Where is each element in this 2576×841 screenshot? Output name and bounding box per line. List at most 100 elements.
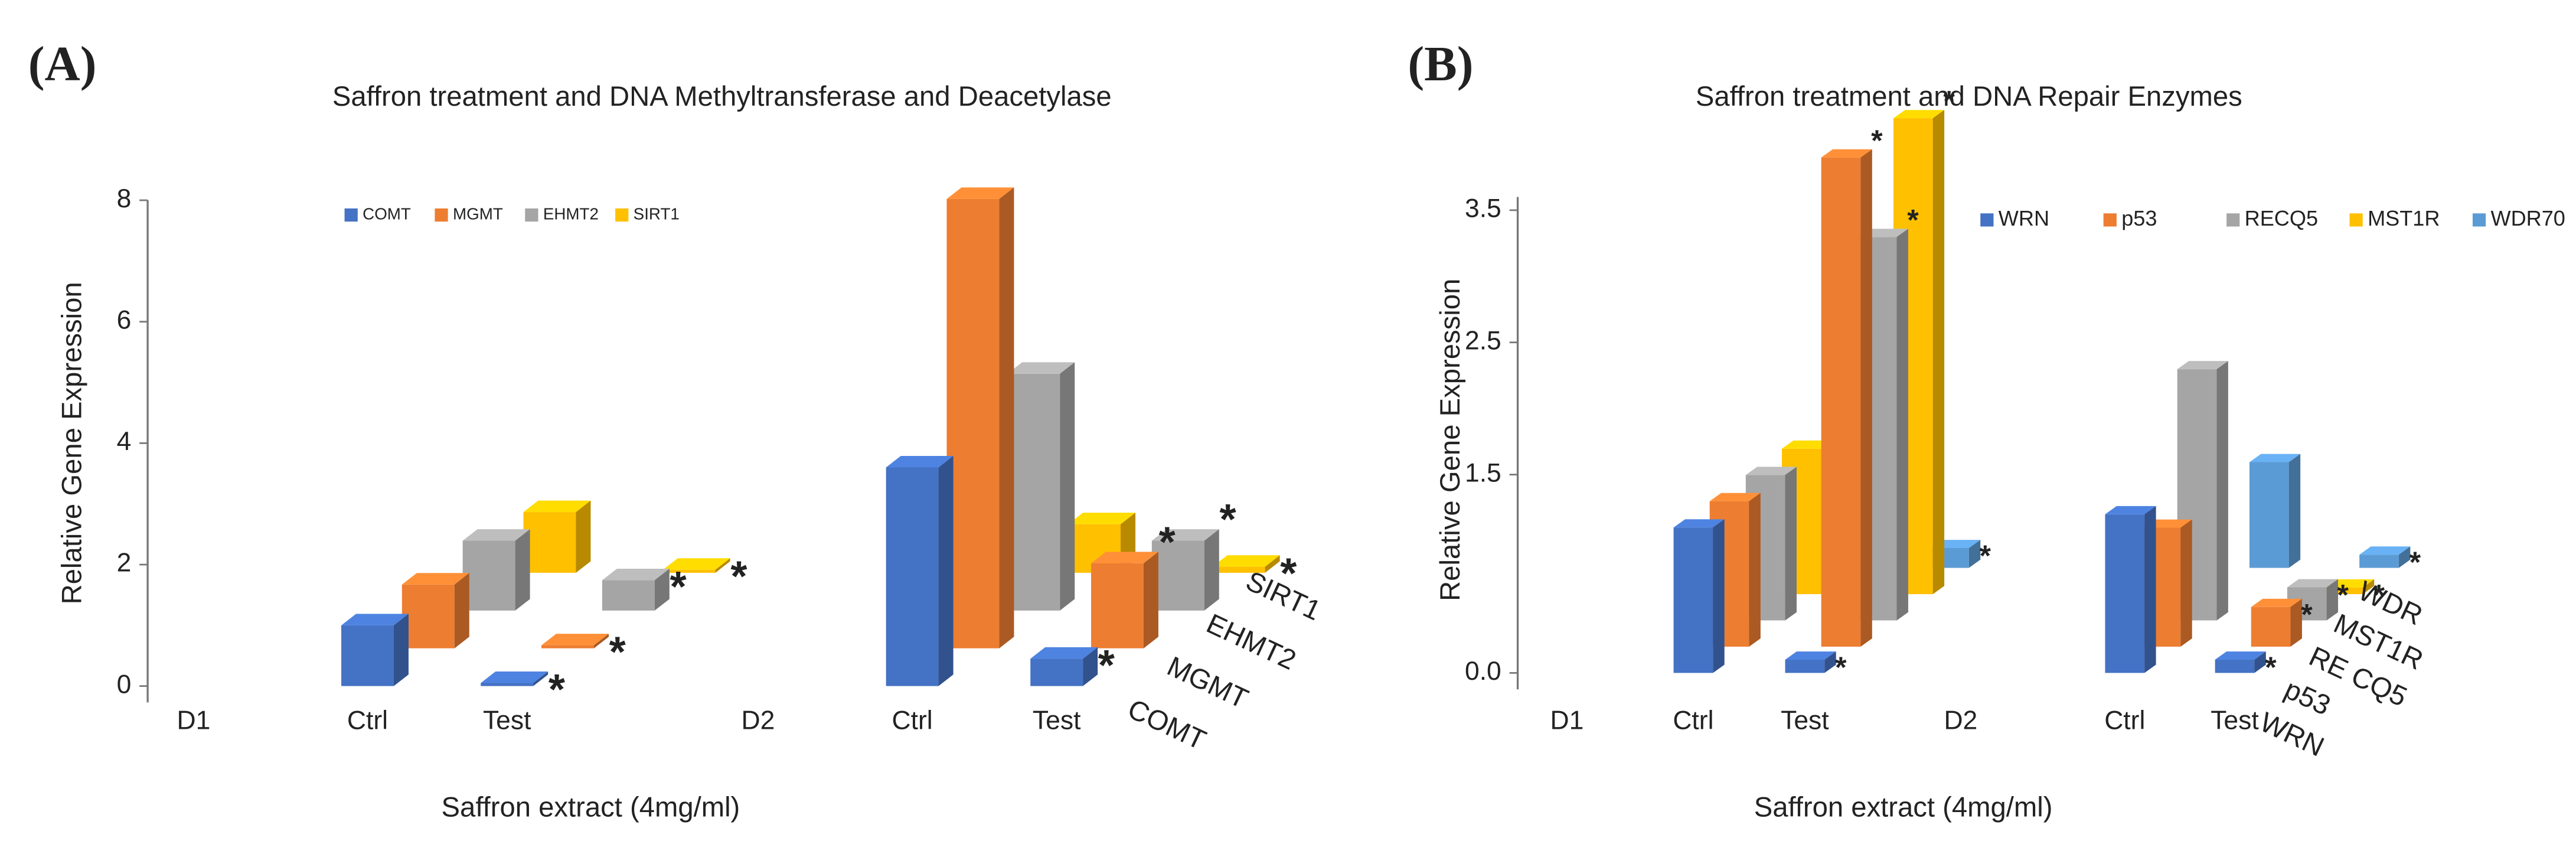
legend-label: EHMT2: [543, 204, 599, 223]
y-tick-label: 1.5: [1465, 458, 1501, 487]
legend-label: COMT: [363, 204, 411, 223]
x-tick-label: Ctrl: [347, 706, 388, 735]
y-tick-label: 2: [117, 549, 132, 578]
bar-top: [541, 634, 609, 646]
bar-front: [2105, 514, 2145, 673]
bar-front: [602, 580, 655, 611]
legend-label: p53: [2121, 206, 2157, 230]
bar: [662, 558, 730, 573]
bar-top: [2287, 579, 2339, 588]
bar: [1785, 651, 1836, 673]
legend-label: MST1R: [2368, 206, 2440, 230]
bar-top: [1785, 651, 1836, 660]
legend-swatch: [2103, 213, 2117, 227]
bar-top: [2251, 598, 2302, 607]
bar-top: [1781, 440, 1833, 449]
bar-front: [481, 683, 534, 686]
y-axis-label: Relative Gene Expression: [1435, 279, 1466, 601]
bar-side: [999, 187, 1014, 648]
bar-top: [523, 500, 591, 513]
bar-top: [886, 456, 954, 468]
bar-side: [1060, 362, 1075, 611]
bar-top: [946, 187, 1014, 199]
bar-front: [2251, 607, 2291, 647]
bar-front: [341, 625, 394, 686]
x-tick-label: Ctrl: [1673, 706, 1713, 735]
bar-side: [1785, 467, 1797, 621]
significance-star: *: [670, 563, 687, 611]
bar: [1673, 519, 1725, 673]
significance-star: *: [1098, 642, 1115, 689]
bar-front: [1091, 563, 1144, 648]
bar-side: [1265, 555, 1280, 573]
bar-top: [2105, 506, 2156, 514]
bar-front: [1212, 566, 1265, 573]
chart-title: Saffron treatment and DNA Repair Enzymes: [1696, 81, 2242, 112]
significance-star: *: [548, 666, 566, 713]
significance-star: *: [1280, 550, 1297, 597]
legend-swatch: [2226, 213, 2240, 227]
x-tick-label: Test: [483, 706, 531, 735]
bar-front: [946, 198, 1000, 648]
bar-top: [1673, 519, 1725, 528]
bar: [886, 456, 954, 686]
bar: [462, 529, 530, 611]
significance-star: *: [2373, 579, 2385, 612]
significance-star: *: [1835, 651, 1847, 684]
legend-swatch: [435, 208, 448, 222]
significance-star: *: [1907, 203, 1919, 236]
bar-front: [462, 540, 515, 611]
bar-top: [341, 614, 409, 625]
y-tick-label: 0: [117, 670, 132, 699]
bar-side: [2216, 361, 2228, 621]
significance-star: *: [1943, 84, 1955, 118]
bar: [946, 187, 1014, 648]
bar-top: [2177, 361, 2228, 370]
y-tick-label: 2.5: [1465, 327, 1501, 356]
x-axis-label: Saffron extract (4mg/ml): [1754, 792, 2053, 823]
bar: [1151, 529, 1219, 611]
y-tick-label: 3.5: [1465, 194, 1501, 223]
x-axis-label: Saffron extract (4mg/ml): [442, 792, 740, 823]
bar-side: [1968, 540, 1981, 568]
x-tick-label: Test: [1781, 706, 1829, 735]
bar-side: [654, 568, 670, 611]
bar-side: [2398, 546, 2411, 568]
bar-side: [533, 672, 548, 686]
legend-swatch: [615, 208, 629, 222]
legend-swatch: [2349, 213, 2363, 227]
bar-front: [1007, 373, 1060, 611]
bar-front: [2215, 660, 2255, 673]
bar-side: [1143, 552, 1158, 648]
bar: [1030, 647, 1098, 686]
bar-top: [2249, 454, 2301, 462]
bar-top: [1151, 529, 1219, 541]
bar: [1091, 552, 1158, 648]
y-tick-label: 8: [117, 184, 132, 213]
bar-side: [2144, 506, 2156, 673]
group-label: D1: [1550, 706, 1584, 735]
bar-side: [1860, 149, 1872, 647]
bar-side: [1204, 529, 1219, 611]
bar-top: [1709, 493, 1761, 501]
bar-side: [2326, 579, 2339, 621]
bar-top: [1007, 362, 1075, 374]
significance-star: *: [609, 628, 626, 676]
chart-title: Saffron treatment and DNA Methyltransfer…: [332, 81, 1112, 112]
bar-side: [938, 456, 954, 686]
panel-label: (B): [1408, 37, 1473, 92]
bar-front: [2323, 587, 2363, 595]
x-tick-label: Test: [1033, 706, 1081, 735]
bar: [481, 672, 548, 686]
bar-front: [1785, 660, 1825, 673]
bar: [1821, 149, 1872, 647]
significance-star: *: [2410, 546, 2421, 579]
bar-side: [2180, 519, 2192, 647]
bar-top: [1212, 555, 1280, 567]
bar-top: [401, 573, 469, 585]
bar-side: [1083, 647, 1098, 686]
bar-front: [541, 645, 594, 648]
legend-label: SIRT1: [634, 204, 680, 223]
